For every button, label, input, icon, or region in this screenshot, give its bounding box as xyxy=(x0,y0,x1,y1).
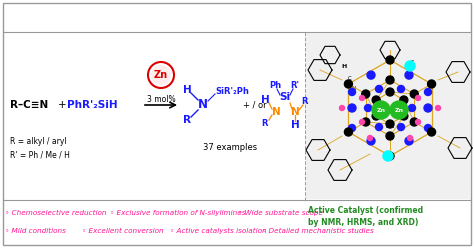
Circle shape xyxy=(390,101,408,119)
Circle shape xyxy=(428,80,436,88)
Circle shape xyxy=(367,71,375,79)
Text: Zn: Zn xyxy=(385,123,395,129)
Text: H: H xyxy=(261,95,269,105)
Circle shape xyxy=(348,124,356,131)
Circle shape xyxy=(359,120,365,124)
FancyBboxPatch shape xyxy=(306,33,470,199)
Text: ◦ Wide substrate scope: ◦ Wide substrate scope xyxy=(238,210,323,216)
Text: N: N xyxy=(291,107,300,117)
Circle shape xyxy=(425,124,431,131)
Text: C: C xyxy=(348,75,352,81)
Circle shape xyxy=(386,152,394,160)
Text: H: H xyxy=(341,63,346,68)
Circle shape xyxy=(375,124,383,130)
Text: +: + xyxy=(58,100,67,110)
Circle shape xyxy=(408,135,412,141)
Text: R: R xyxy=(302,97,308,106)
Circle shape xyxy=(362,90,370,98)
Text: PhR'₂SiH: PhR'₂SiH xyxy=(67,100,118,110)
Circle shape xyxy=(386,76,394,84)
Text: Zn: Zn xyxy=(376,107,385,113)
Circle shape xyxy=(386,88,394,96)
Text: Zn: Zn xyxy=(154,70,168,80)
Text: R: R xyxy=(183,115,191,125)
Circle shape xyxy=(345,80,353,88)
Text: Si: Si xyxy=(280,92,291,102)
Circle shape xyxy=(386,56,394,64)
Text: 37 examples: 37 examples xyxy=(203,144,257,153)
Text: N: N xyxy=(272,107,281,117)
Circle shape xyxy=(345,128,353,136)
Text: ◦ Mild conditions: ◦ Mild conditions xyxy=(5,228,66,234)
Circle shape xyxy=(348,89,356,95)
Text: N: N xyxy=(198,98,208,112)
Circle shape xyxy=(348,104,356,112)
Text: S: S xyxy=(410,61,414,65)
Text: ◦ Active catalysts isolation: ◦ Active catalysts isolation xyxy=(170,228,266,234)
Circle shape xyxy=(372,112,380,120)
Circle shape xyxy=(375,86,383,93)
Circle shape xyxy=(386,120,394,128)
Text: Ph: Ph xyxy=(269,81,281,90)
Circle shape xyxy=(405,71,413,79)
Circle shape xyxy=(398,124,404,130)
Text: 3 mol%: 3 mol% xyxy=(146,95,175,104)
Circle shape xyxy=(339,105,345,111)
Text: ◦ Exclusive formation of N-silylimines: ◦ Exclusive formation of N-silylimines xyxy=(110,210,246,216)
Circle shape xyxy=(383,151,393,161)
Circle shape xyxy=(362,118,370,126)
Circle shape xyxy=(424,104,432,112)
Circle shape xyxy=(367,135,373,141)
Text: R: R xyxy=(262,119,268,127)
Circle shape xyxy=(428,128,436,136)
Circle shape xyxy=(367,137,375,145)
Circle shape xyxy=(409,104,416,112)
Text: + / or: + / or xyxy=(243,100,266,110)
Circle shape xyxy=(372,96,380,104)
Circle shape xyxy=(365,104,372,112)
Text: ◦ Chemoselective reduction: ◦ Chemoselective reduction xyxy=(5,210,107,216)
Text: R = alkyl / aryl: R = alkyl / aryl xyxy=(10,137,67,147)
Circle shape xyxy=(398,86,404,93)
Text: H: H xyxy=(291,120,300,130)
Text: Zn: Zn xyxy=(394,107,403,113)
Circle shape xyxy=(359,95,365,100)
Circle shape xyxy=(410,90,418,98)
FancyBboxPatch shape xyxy=(3,3,471,245)
Circle shape xyxy=(400,96,408,104)
Text: SiR'₂Ph: SiR'₂Ph xyxy=(215,87,249,95)
Circle shape xyxy=(386,132,394,140)
Circle shape xyxy=(436,105,440,111)
Text: ◦ Excellent conversion: ◦ Excellent conversion xyxy=(82,228,164,234)
Text: R–C≡N: R–C≡N xyxy=(10,100,48,110)
Circle shape xyxy=(416,95,420,100)
Circle shape xyxy=(410,118,418,126)
Circle shape xyxy=(416,120,420,124)
Circle shape xyxy=(148,62,174,88)
Text: H: H xyxy=(182,85,191,95)
Circle shape xyxy=(405,137,413,145)
Text: N: N xyxy=(352,86,356,91)
Text: ◦ Detailed mechanistic studies: ◦ Detailed mechanistic studies xyxy=(262,228,374,234)
Text: R': R' xyxy=(291,81,300,90)
Text: Active Catalyst (confirmed
by NMR, HRMS, and XRD): Active Catalyst (confirmed by NMR, HRMS,… xyxy=(308,206,423,227)
Circle shape xyxy=(151,65,171,85)
Circle shape xyxy=(405,61,415,71)
Circle shape xyxy=(425,89,431,95)
Circle shape xyxy=(400,112,408,120)
Circle shape xyxy=(372,101,390,119)
Text: R' = Ph / Me / H: R' = Ph / Me / H xyxy=(10,151,70,159)
